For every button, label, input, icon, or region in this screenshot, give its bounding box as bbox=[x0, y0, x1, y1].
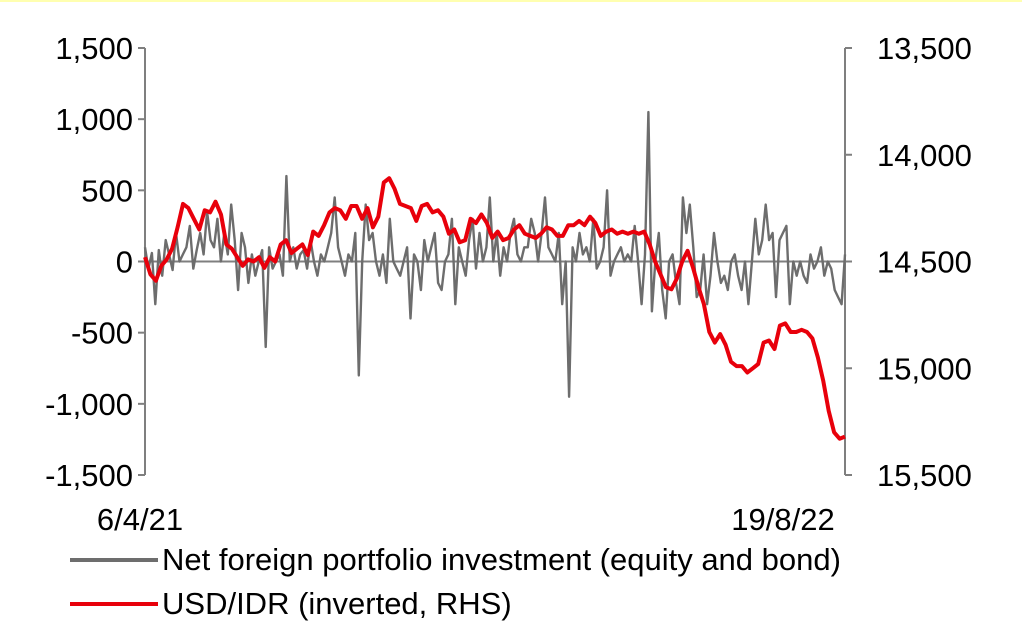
series-line-usd-idr bbox=[143, 176, 846, 441]
legend-label: Net foreign portfolio investment (equity… bbox=[162, 542, 841, 577]
right-tick-label: 14,000 bbox=[877, 138, 972, 173]
left-tick-label: 1,000 bbox=[55, 102, 133, 137]
right-tick-label: 15,500 bbox=[877, 458, 972, 493]
right-y-axis: 13,500 14,000 14,500 15,000 15,500 bbox=[844, 31, 972, 493]
legend-item-net-foreign-portfolio-investment: Net foreign portfolio investment (equity… bbox=[70, 538, 841, 582]
left-tick-label: 500 bbox=[81, 173, 133, 208]
legend-item-usd-idr: USD/IDR (inverted, RHS) bbox=[70, 582, 841, 626]
left-tick-label: -500 bbox=[71, 316, 133, 351]
x-tick-label-end: 19/8/22 bbox=[731, 502, 834, 537]
series-line-net-foreign-portfolio-investment bbox=[143, 110, 847, 398]
left-tick-label: 1,500 bbox=[55, 31, 133, 66]
legend-swatch-gray bbox=[70, 558, 158, 562]
right-tick-label: 13,500 bbox=[877, 31, 972, 66]
legend-swatch-red bbox=[70, 602, 158, 606]
legend: Net foreign portfolio investment (equity… bbox=[70, 538, 841, 626]
left-tick-label: -1,500 bbox=[45, 458, 133, 493]
legend-label: USD/IDR (inverted, RHS) bbox=[162, 586, 512, 621]
x-tick-label-start: 6/4/21 bbox=[97, 502, 183, 537]
dual-axis-line-chart: 1,500 1,000 500 0 -500 -1,000 -1,500 13,500 14,… bbox=[45, 31, 972, 537]
left-tick-label: -1,000 bbox=[45, 387, 133, 422]
left-y-axis: 1,500 1,000 500 0 -500 -1,000 -1,500 bbox=[45, 31, 146, 493]
right-tick-label: 15,000 bbox=[877, 351, 972, 386]
right-tick-label: 14,500 bbox=[877, 245, 972, 280]
left-tick-label: 0 bbox=[116, 245, 133, 280]
top-border-line bbox=[0, 0, 1022, 2]
